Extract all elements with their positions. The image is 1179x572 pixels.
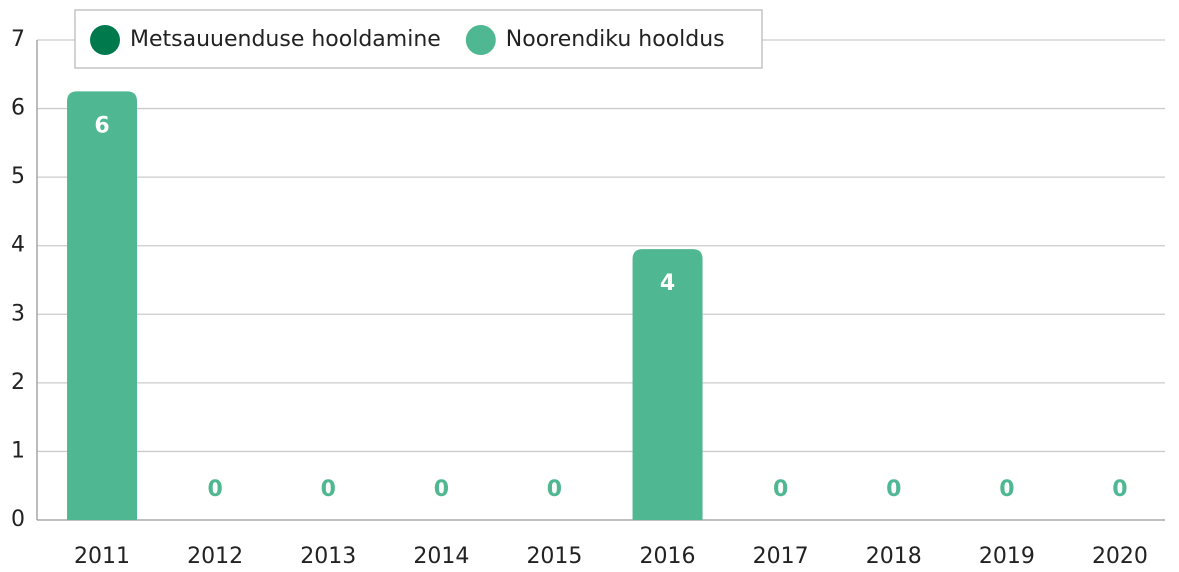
bar	[67, 91, 138, 520]
value-label: 0	[773, 477, 788, 502]
x-tick-label: 2015	[526, 544, 582, 569]
value-label: 4	[660, 271, 675, 296]
x-tick-label: 2014	[413, 544, 469, 569]
y-tick-label: 3	[11, 301, 25, 326]
y-tick-label: 5	[11, 164, 25, 189]
y-tick-label: 0	[11, 507, 25, 532]
x-tick-label: 2016	[640, 544, 696, 569]
y-tick-label: 6	[11, 96, 25, 121]
value-label: 0	[999, 477, 1014, 502]
value-label: 0	[1112, 477, 1127, 502]
x-tick-label: 2011	[74, 544, 130, 569]
value-label: 0	[207, 477, 222, 502]
legend-swatch	[465, 25, 496, 55]
y-tick-label: 7	[11, 27, 25, 52]
legend-label: Noorendiku hooldus	[506, 27, 725, 52]
x-tick-label: 2019	[979, 544, 1035, 569]
legend-swatch	[90, 25, 120, 55]
x-tick-label: 2013	[300, 544, 356, 569]
x-tick-label: 2020	[1092, 544, 1148, 569]
y-tick-label: 2	[11, 370, 25, 395]
bar	[632, 249, 703, 520]
y-tick-label: 4	[11, 233, 25, 258]
value-label: 0	[434, 477, 449, 502]
value-label: 0	[321, 477, 336, 502]
value-label: 0	[886, 477, 901, 502]
value-label: 0	[547, 477, 562, 502]
x-tick-label: 2018	[866, 544, 922, 569]
x-tick-label: 2017	[753, 544, 809, 569]
value-label: 6	[94, 113, 109, 138]
y-tick-label: 1	[11, 438, 25, 463]
legend-box	[74, 9, 763, 69]
x-tick-label: 2012	[187, 544, 243, 569]
legend-label: Metsauuenduse hooldamine	[130, 27, 441, 52]
